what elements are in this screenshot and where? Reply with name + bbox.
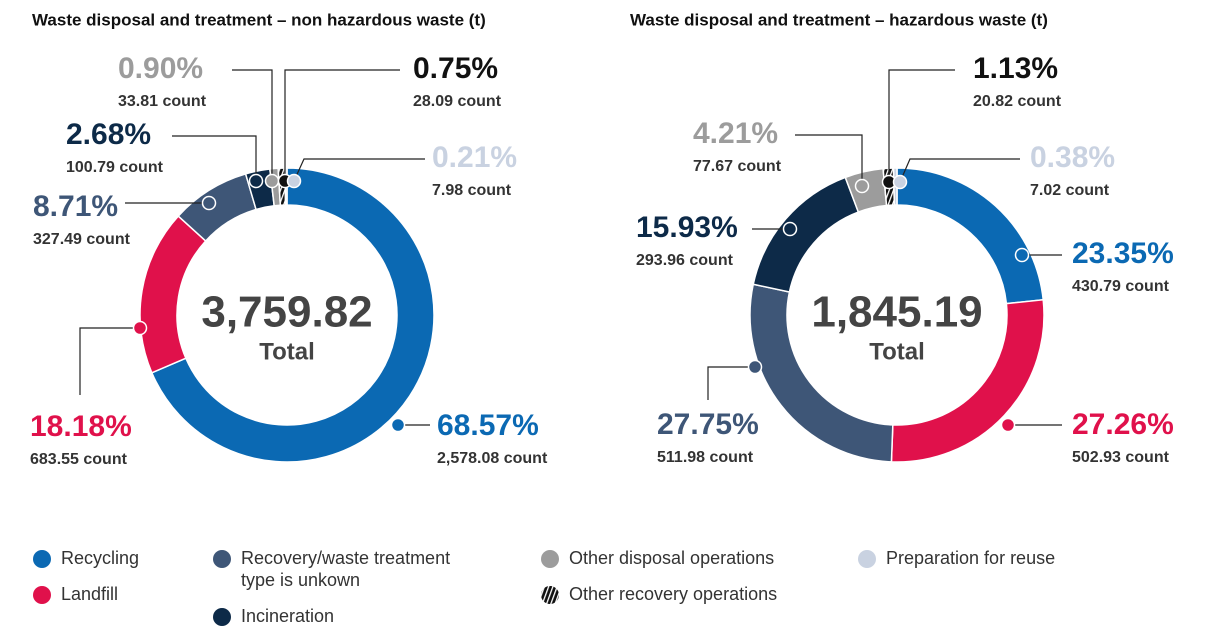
callout-dot bbox=[892, 174, 908, 190]
callout-dot bbox=[201, 195, 217, 211]
callout-line bbox=[293, 158, 425, 182]
legend-label: Other disposal operations bbox=[569, 548, 775, 568]
value-label: 68.57% bbox=[437, 409, 539, 442]
total-value: 3,759.82 bbox=[201, 288, 372, 337]
legend-marker bbox=[541, 586, 559, 604]
value-label: 0.38% bbox=[1030, 141, 1115, 174]
callout-dot bbox=[1000, 417, 1016, 433]
legend-marker bbox=[33, 550, 51, 568]
value-label: 0.90% bbox=[118, 52, 203, 85]
callout-line bbox=[899, 158, 1020, 183]
callout-line bbox=[284, 69, 400, 181]
legend-col: Preparation for reuse bbox=[857, 547, 1055, 569]
legend-col: Other disposal operations Other recovery … bbox=[540, 547, 777, 605]
value-label: 8.71% bbox=[33, 190, 118, 223]
donut-segment bbox=[150, 167, 435, 463]
legend-label: Recovery/waste treatment type is unkown bbox=[241, 548, 451, 590]
value-label: 1.13% bbox=[973, 52, 1058, 85]
chart-title: Waste disposal and treatment – hazardous… bbox=[630, 10, 1048, 29]
count-label: 511.98 count bbox=[657, 449, 754, 466]
legend-label: Landfill bbox=[61, 584, 119, 604]
callout-dot bbox=[782, 221, 798, 237]
value-label: 27.26% bbox=[1072, 408, 1174, 441]
count-label: 502.93 count bbox=[1072, 449, 1170, 466]
legend-item: Recovery/waste treatment type is unkown bbox=[212, 547, 472, 591]
legend-label: Recycling bbox=[61, 548, 140, 568]
legend-item: Incineration bbox=[212, 605, 472, 627]
count-label: 77.67 count bbox=[693, 158, 782, 175]
callout-dot bbox=[747, 359, 763, 375]
legend-item: Preparation for reuse bbox=[857, 547, 1055, 569]
callout-dot bbox=[390, 417, 406, 433]
value-label: 2.68% bbox=[66, 118, 151, 151]
value-label: 18.18% bbox=[30, 410, 132, 443]
legend-swatch bbox=[33, 586, 51, 604]
legend-col: Recovery/waste treatment type is unkown I… bbox=[212, 547, 472, 627]
count-label: 28.09 count bbox=[413, 93, 502, 110]
count-label: 7.98 count bbox=[432, 182, 512, 199]
count-label: 293.96 count bbox=[636, 252, 734, 269]
legend-swatch bbox=[858, 550, 876, 568]
total-value: 1,845.19 bbox=[811, 288, 982, 337]
donut-segment bbox=[896, 167, 1045, 305]
callout-dot bbox=[854, 178, 870, 194]
legend-marker bbox=[33, 586, 51, 604]
legend-item: Recycling bbox=[32, 547, 139, 569]
value-label: 23.35% bbox=[1072, 237, 1174, 270]
legend-label: Incineration bbox=[241, 606, 335, 626]
total-caption: Total bbox=[259, 338, 315, 365]
chart-title: Waste disposal and treatment – non hazar… bbox=[32, 10, 486, 29]
legend-label: Other recovery operations bbox=[569, 584, 778, 604]
legend-swatch bbox=[33, 550, 51, 568]
legend-marker bbox=[541, 550, 559, 568]
legend-item: Other disposal operations bbox=[540, 547, 777, 569]
legend-swatch bbox=[541, 586, 559, 604]
callout-line bbox=[707, 366, 755, 400]
callout-line bbox=[79, 327, 140, 395]
donut-segment bbox=[139, 215, 207, 374]
callout-dot bbox=[1014, 247, 1030, 263]
value-label: 27.75% bbox=[657, 408, 759, 441]
count-label: 100.79 count bbox=[66, 159, 164, 176]
count-label: 33.81 count bbox=[118, 93, 207, 110]
legend-swatch bbox=[541, 550, 559, 568]
callout-line bbox=[795, 134, 863, 186]
legend-item: Landfill bbox=[32, 583, 139, 605]
value-label: 0.21% bbox=[432, 141, 517, 174]
value-label: 15.93% bbox=[636, 211, 738, 244]
callout-dot bbox=[132, 320, 148, 336]
callout-line bbox=[172, 135, 257, 181]
callout-dot bbox=[286, 173, 302, 189]
value-label: 0.75% bbox=[413, 52, 498, 85]
count-label: 327.49 count bbox=[33, 231, 131, 248]
value-label: 4.21% bbox=[693, 117, 778, 150]
legend-marker bbox=[213, 608, 231, 626]
callout-line bbox=[888, 69, 955, 182]
donut-segment bbox=[752, 176, 860, 293]
count-label: 430.79 count bbox=[1072, 278, 1170, 295]
count-label: 20.82 count bbox=[973, 93, 1062, 110]
callout-dot bbox=[248, 173, 264, 189]
legend-col: Recycling Landfill bbox=[32, 547, 139, 605]
count-label: 2,578.08 count bbox=[437, 450, 548, 467]
legend-swatch bbox=[213, 608, 231, 626]
callout-line bbox=[232, 69, 273, 181]
count-label: 683.55 count bbox=[30, 451, 128, 468]
legend-label: Preparation for reuse bbox=[886, 548, 1056, 568]
total-caption: Total bbox=[869, 338, 925, 365]
legend-marker bbox=[213, 550, 231, 568]
callout-dot bbox=[264, 173, 280, 189]
legend-marker bbox=[858, 550, 876, 568]
count-label: 7.02 count bbox=[1030, 182, 1110, 199]
legend-item: Other recovery operations bbox=[540, 583, 777, 605]
legend-swatch bbox=[213, 550, 231, 568]
